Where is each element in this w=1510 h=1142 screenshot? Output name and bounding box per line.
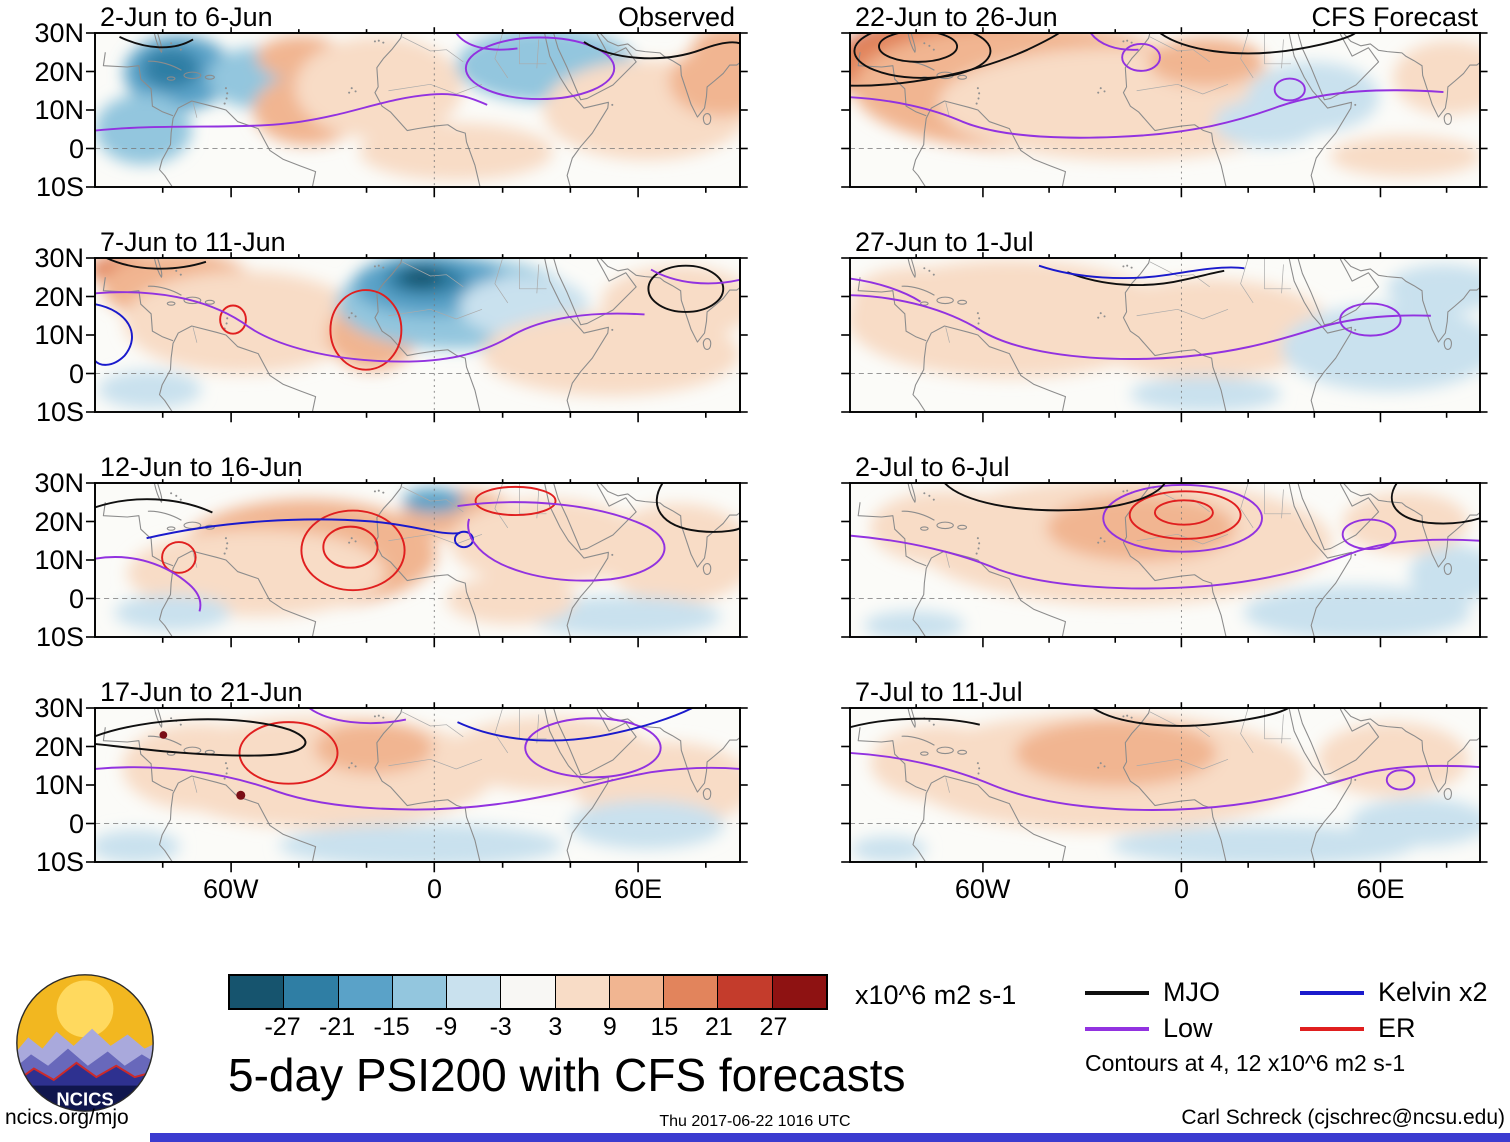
colorbar-segment (500, 976, 555, 1008)
panel-title-6: 27-Jun to 1-Jul (855, 227, 1034, 257)
colorbar-segment (283, 976, 338, 1008)
er-line-swatch (1300, 1026, 1364, 1031)
colorbar-segment (337, 976, 392, 1008)
map-forecast-week4 (841, 702, 1488, 873)
panel-title-8: 7-Jul to 11-Jul (855, 677, 1023, 707)
footer-url: ncics.org/mjo (5, 1106, 129, 1129)
colorbar-tick-label: -15 (373, 1013, 410, 1041)
y-axis-label: 10N (34, 545, 84, 575)
y-axis-label: 20N (34, 56, 84, 87)
legend-item-er: ER (1300, 1013, 1416, 1044)
x-axis-label: 60E (614, 874, 663, 904)
colorbar-tick-label: 21 (705, 1013, 733, 1041)
y-axis-label: 0 (68, 583, 84, 614)
colorbar-segment (663, 976, 718, 1008)
y-axis-label: 30N (34, 468, 84, 498)
contours-note: Contours at 4, 12 x10^6 m2 s-1 (1085, 1050, 1406, 1076)
y-axis-label: 10S (35, 397, 84, 427)
legend-label-low: Low (1163, 1013, 1213, 1043)
footer-accent-bar (150, 1133, 1510, 1142)
colorbar-segment (230, 976, 284, 1008)
colorbar-segment (608, 976, 664, 1008)
y-axis-label: 0 (68, 133, 84, 164)
column-label-cfs-forecast: CFS Forecast (1311, 2, 1478, 32)
colorbar-tick-label: 9 (602, 1013, 617, 1041)
x-axis-label: 60W (954, 874, 1011, 904)
y-axis-label: 30N (34, 693, 84, 723)
mjo-line-swatch (1085, 990, 1149, 995)
colorbar-tick-label: 3 (548, 1013, 563, 1041)
y-axis-label: 0 (68, 808, 84, 839)
map-observed-week4 (85, 702, 748, 873)
colorbar-tick-label: -21 (319, 1013, 356, 1041)
figure-title: 5-day PSI200 with CFS forecasts (228, 1049, 906, 1101)
y-axis-label: 20N (34, 281, 84, 312)
colorbar-segment (554, 976, 609, 1008)
map-observed-week3 (85, 477, 748, 648)
y-axis-label: 20N (34, 506, 84, 537)
y-axis-label: 10N (34, 320, 84, 350)
column-label-observed: Observed (617, 2, 735, 32)
kelvin-line-swatch (1300, 990, 1364, 995)
map-forecast-week1 (841, 27, 1488, 198)
legend-label-kelvin: Kelvin x2 (1378, 977, 1488, 1007)
y-axis-label: 10S (35, 172, 84, 202)
legend-label-mjo: MJO (1163, 977, 1220, 1007)
footer-timestamp: Thu 2017-06-22 1016 UTC (659, 1113, 851, 1130)
colorbar-tick-label: 27 (759, 1013, 788, 1041)
footer-author: Carl Schreck (cjschrec@ncsu.edu) (1181, 1106, 1505, 1129)
colorbar-segment (446, 976, 501, 1008)
map-forecast-week2 (841, 252, 1488, 423)
y-axis-label: 10S (35, 847, 84, 877)
legend-item-kelvin: Kelvin x2 (1300, 977, 1488, 1008)
colorbar-units-label: x10^6 m2 s-1 (855, 980, 1017, 1010)
panel-title-7: 2-Jul to 6-Jul (855, 452, 1010, 482)
legend-item-mjo: MJO (1085, 977, 1220, 1008)
map-observed-week1 (85, 27, 748, 198)
ncics-logo: NCICS (16, 974, 154, 1112)
map-forecast-week3 (841, 477, 1488, 648)
panel-title-2: 7-Jun to 11-Jun (100, 227, 286, 257)
map-observed-week2 (85, 252, 748, 423)
colorbar (228, 974, 828, 1010)
panel-title-1: 2-Jun to 6-Jun (100, 2, 273, 32)
panel-title-5: 22-Jun to 26-Jun (855, 2, 1058, 32)
low-line-swatch (1085, 1026, 1149, 1031)
colorbar-segment (391, 976, 447, 1008)
legend-label-er: ER (1378, 1013, 1416, 1043)
ncics-logo-text: NCICS (56, 1088, 113, 1109)
y-axis-label: 10N (34, 95, 84, 125)
y-axis-label: 10N (34, 770, 84, 800)
x-axis-label: 0 (1174, 874, 1190, 904)
y-axis-label: 0 (68, 358, 84, 389)
colorbar-tick-label: -27 (264, 1013, 301, 1041)
colorbar-tick-label: -9 (435, 1013, 458, 1041)
panel-title-3: 12-Jun to 16-Jun (100, 452, 303, 482)
x-axis-label: 60W (203, 874, 259, 904)
y-axis-label: 30N (34, 243, 84, 273)
y-axis-label: 20N (34, 731, 84, 762)
legend-item-low: Low (1085, 1013, 1213, 1044)
y-axis-label: 30N (34, 18, 84, 48)
y-axis-label: 10S (35, 622, 84, 652)
colorbar-tick-label: 15 (650, 1013, 679, 1041)
panel-title-4: 17-Jun to 21-Jun (100, 677, 303, 707)
colorbar-tick-label: -3 (489, 1013, 512, 1041)
x-axis-label: 0 (426, 874, 442, 904)
x-axis-label: 60E (1356, 874, 1405, 904)
colorbar-segment (771, 976, 826, 1008)
colorbar-segment (717, 976, 772, 1008)
